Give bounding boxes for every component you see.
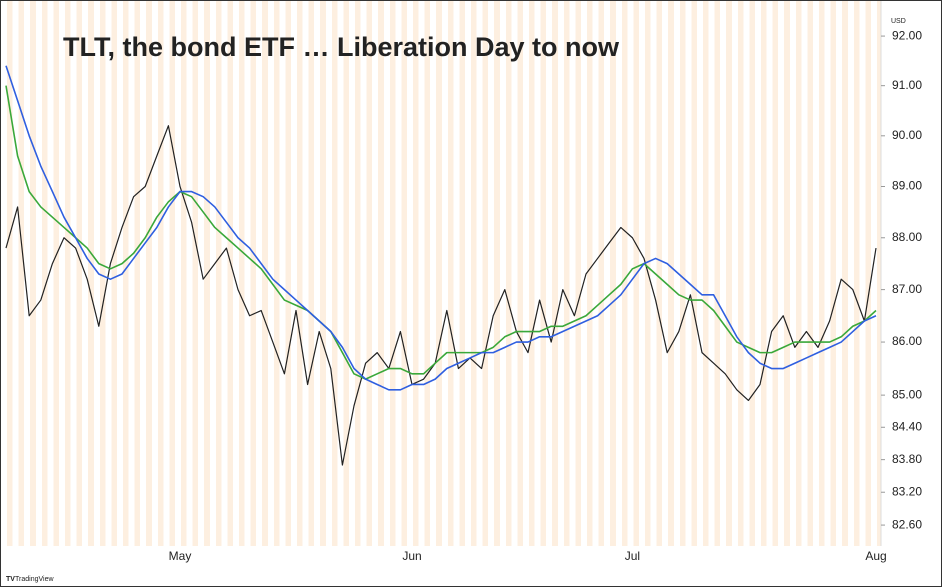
chart-title: TLT, the bond ETF … Liberation Day to no… bbox=[63, 32, 620, 62]
y-tick-label: 92.00 bbox=[892, 28, 922, 42]
y-tick-label: 87.00 bbox=[892, 282, 922, 296]
price-line bbox=[5, 125, 877, 466]
y-tick-label: 90.00 bbox=[892, 128, 922, 142]
watermark: TradingView bbox=[15, 576, 54, 583]
y-tick-label: 84.40 bbox=[892, 419, 922, 433]
time-axis-bg bbox=[1, 546, 941, 586]
logo-icon: TV bbox=[6, 576, 15, 583]
x-tick-label: Jun bbox=[402, 549, 421, 563]
x-tick-label: May bbox=[169, 549, 192, 563]
price-axis-bg bbox=[881, 1, 941, 586]
y-tick-label: 89.00 bbox=[892, 179, 922, 193]
y-tick-label: 91.00 bbox=[892, 78, 922, 92]
x-tick-label: Aug bbox=[865, 549, 886, 563]
moving-average-line bbox=[5, 65, 877, 391]
moving-average-line bbox=[5, 85, 877, 380]
y-tick-label: 85.00 bbox=[892, 387, 922, 401]
x-tick-label: Jul bbox=[625, 549, 640, 563]
y-tick-label: 83.20 bbox=[892, 484, 922, 498]
y-tick-label: 83.80 bbox=[892, 452, 922, 466]
currency-label: USD bbox=[891, 18, 906, 25]
y-tick-label: 86.00 bbox=[892, 334, 922, 348]
y-tick-label: 88.00 bbox=[892, 230, 922, 244]
y-tick-label: 82.60 bbox=[892, 517, 922, 531]
